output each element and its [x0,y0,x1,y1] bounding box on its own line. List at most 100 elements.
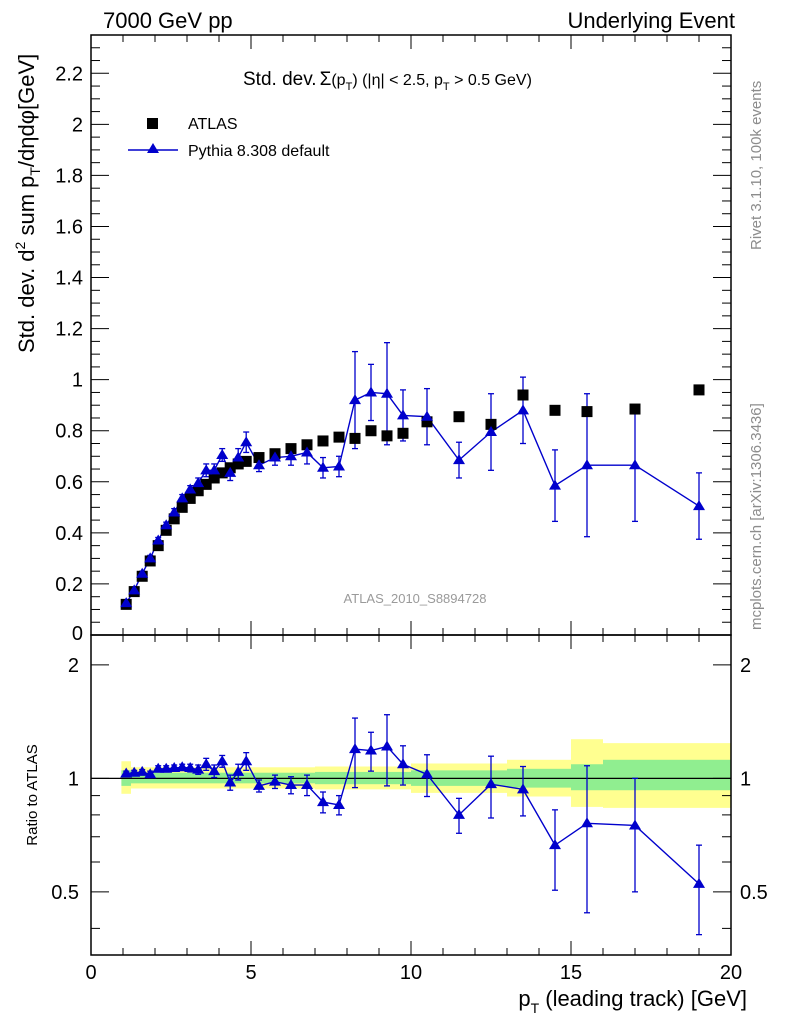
atlas-point [232,458,244,470]
main-y-tick-label: 0.4 [55,523,83,545]
plot-title-sigma: Σ [320,69,332,90]
atlas-point [301,439,313,451]
pythia-point [152,534,165,545]
legend-atlas-marker [147,118,158,129]
main-y-tick-label: 0.2 [55,574,83,596]
x-axis-label-rest: (leading track) [GeV] [539,986,747,1011]
ratio-y-tick-label-left: 0.5 [51,882,79,904]
ratio-y-tick-label-left: 2 [68,655,79,677]
atlas-point [517,389,529,401]
atlas-point [317,435,329,447]
ratio-point [269,775,281,786]
pythia-point [232,451,245,462]
plot-title-paren-sub: T [346,81,353,93]
pythia-point [240,436,253,447]
main-y-tick-label: 0.8 [55,421,83,443]
pythia-point [184,483,197,494]
main-y-tick-label: 2 [72,114,83,136]
x-axis-label-sub: T [531,1000,540,1016]
pythia-point [349,394,361,405]
ratio-point [152,762,165,773]
pythia-point [317,461,329,472]
atlas-point [192,485,204,497]
atlas-point [152,540,164,552]
pythia-point [120,597,133,608]
legend-pythia-marker [147,143,159,153]
ratio-point [317,796,329,807]
main-y-tick-label-zero: 0 [72,623,83,645]
pythia-point [581,459,593,470]
atlas-point [549,404,561,416]
legend-atlas-label: ATLAS [188,116,238,133]
pythia-point [629,459,641,470]
atlas-point [421,416,433,428]
ratio-point [517,783,529,794]
plot-title-cond-a: (|η| < 2.5, p [358,72,443,89]
ratio-point [240,755,253,766]
ratio-point [208,765,221,776]
main-y-axis-label: Std. dev. d2 sum pT/dηdφ[GeV] [12,54,43,353]
atlas-point [365,425,377,437]
main-y-axis-label-sub: T [27,167,43,176]
plot-title-paren-close: ) [352,72,357,89]
ratio-point [581,817,593,828]
ratio-point [421,768,433,779]
atlas-point [629,403,641,415]
mcplots-side-text: mcplots.cern.ch [arXiv:1306.3436] [748,403,765,630]
atlas-point [349,432,361,444]
pythia-point [128,584,141,595]
main-y-axis-label-b: sum p [14,176,39,242]
x-axis-label: pT (leading track) [GeV] [518,986,747,1016]
atlas-point [397,427,409,439]
ratio-point [381,740,393,751]
pythia-point [144,552,157,563]
ratio-point [485,778,497,789]
ratio-point [629,819,641,830]
x-tick-label: 15 [560,962,582,984]
plot-title-paren-open: (p [331,72,345,89]
atlas-point [160,524,172,536]
atlas-point [216,467,228,479]
ratio-point [224,776,237,787]
x-tick-label: 10 [400,962,422,984]
header-left: 7000 GeV pp [103,8,233,33]
atlas-point [693,384,705,396]
pythia-point [381,387,393,398]
atlas-point [381,430,393,442]
ratio-point [144,768,157,779]
main-y-tick-label: 1.2 [55,319,83,341]
pythia-point [136,567,149,578]
ratio-point [192,763,205,774]
pythia-point [693,500,705,511]
pythia-point [285,450,297,461]
pythia-point [216,449,229,459]
ratio-point [693,877,705,888]
ratio-line [126,745,700,885]
x-tick-label: 20 [720,962,742,984]
pythia-point [453,454,465,465]
pythia-point [421,410,433,421]
ratio-point [301,779,313,790]
pythia-point [168,506,181,517]
main-y-tick-label: 1.4 [55,268,83,290]
ratio-y-tick-label-left: 1 [68,768,79,790]
ratio-panel: 0 5 10 15 20 0.5 0.5 1 1 2 2 Ratio to ATLAS pT (le… [24,634,768,1016]
main-tick-labels: 0.2 0.4 0.6 0.8 1 1.2 1.4 1.6 1.8 2 2.2 0 [55,63,83,645]
ratio-point [128,766,141,777]
analysis-watermark: ATLAS_2010_S8894728 [344,591,487,606]
main-y-tick-label: 1.6 [55,216,83,238]
legend: ATLAS Pythia 8.308 default [128,116,330,160]
ratio-inner-band [603,759,731,791]
pythia-point [176,492,189,503]
atlas-point [184,492,196,504]
main-axis-ticks [90,34,732,635]
ratio-point [349,743,361,754]
ratio-point [232,765,245,776]
pythia-point [333,460,345,471]
ratio-tick-labels: 0 5 10 15 20 0.5 0.5 1 1 2 2 [51,655,768,984]
main-y-tick-label: 1.8 [55,165,83,187]
ratio-point [253,779,265,790]
atlas-point [200,478,212,490]
main-panel: 0.2 0.4 0.6 0.8 1 1.2 1.4 1.6 1.8 2 2.2 0 Std. dev.… [12,34,732,645]
